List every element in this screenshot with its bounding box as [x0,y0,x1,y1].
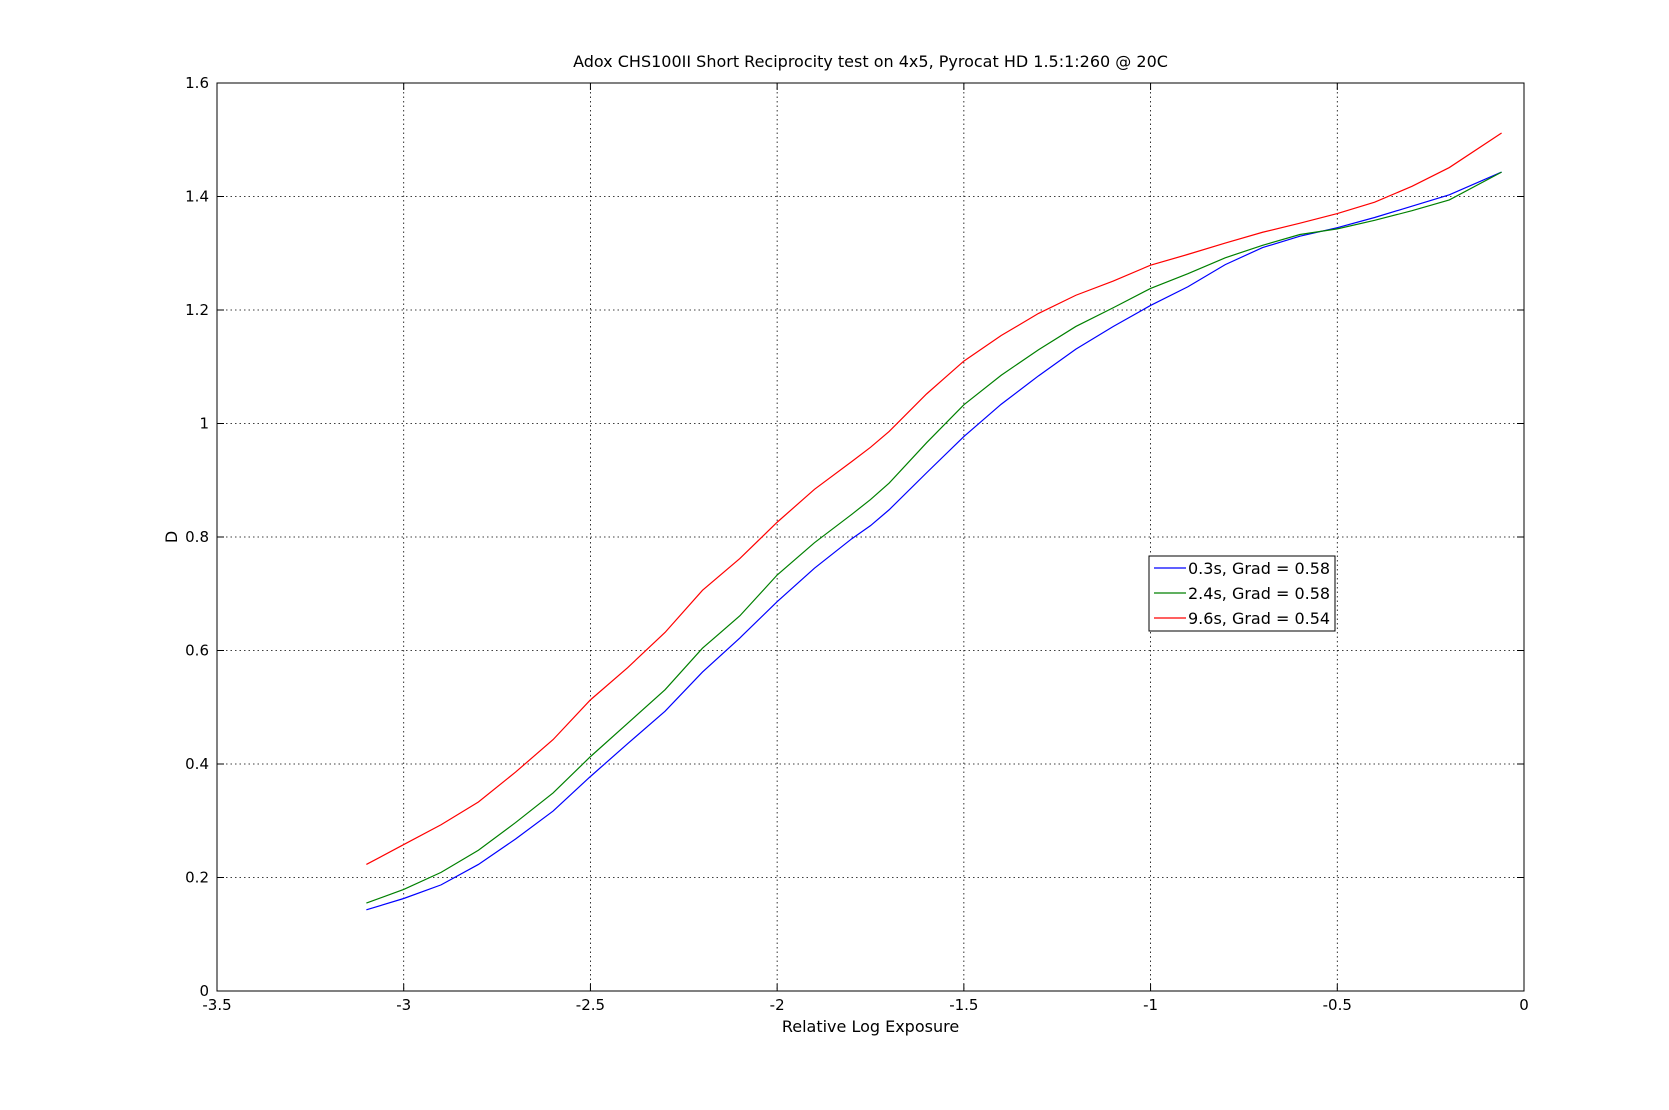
legend: 0.3s, Grad = 0.58 2.4s, Grad = 0.58 9.6s, … [1148,555,1336,632]
x-tick-label: -2 [770,996,785,1014]
legend-label-2: 2.4s, Grad = 0.58 [1188,584,1330,603]
y-tick-label: 0.4 [185,755,209,773]
y-tick-label: 1.4 [185,188,209,206]
series-line-1 [366,171,1502,911]
x-tick-label: -1.5 [949,996,978,1014]
grid [217,83,1524,991]
x-tick-label: -3 [396,996,411,1014]
ticks: -3.5 -3 -2.5 -2 -1.5 -1 -0.5 0 0 0.2 0.4 0.6 0.8 1 1.2… [185,74,1529,1014]
x-tick-label: 0 [1519,996,1529,1014]
series-line-2 [366,171,1502,904]
y-tick-label: 0.6 [185,642,209,660]
y-tick-label: 1 [199,415,209,433]
y-tick-label: 0.8 [185,528,209,546]
x-tick-label: -1 [1143,996,1158,1014]
x-axis-title: Relative Log Exposure [782,1017,959,1036]
y-tick-label: 1.6 [185,74,209,92]
x-tick-label: -0.5 [1323,996,1352,1014]
y-tick-label: 1.2 [185,301,209,319]
x-tick-label: -3.5 [202,996,231,1014]
y-axis-title: D [162,531,181,543]
x-tick-label: -2.5 [576,996,605,1014]
legend-label-3: 9.6s, Grad = 0.54 [1188,609,1330,628]
y-tick-label: 0 [199,982,209,1000]
legend-label-1: 0.3s, Grad = 0.58 [1188,559,1330,578]
chart-title: Adox CHS100II Short Reciprocity test on … [573,52,1168,71]
series-line-3 [366,132,1502,865]
series [366,132,1502,911]
y-tick-label: 0.2 [185,869,209,887]
